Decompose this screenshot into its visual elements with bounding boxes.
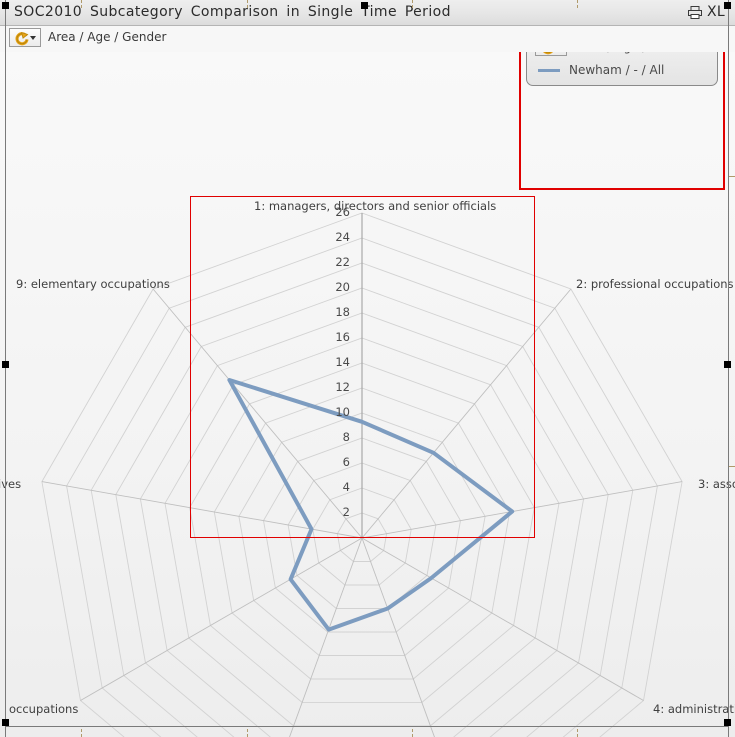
- chart-legend[interactable]: Area / Age / Gender Newham / - / All: [526, 52, 718, 86]
- radial-tick-label: 26: [335, 205, 350, 219]
- excel-export-label[interactable]: XL: [707, 4, 725, 20]
- resize-handle-bottom-left[interactable]: [2, 719, 9, 726]
- guide-dash-bottom-2: [247, 729, 248, 737]
- radar-grid-ring: [139, 312, 585, 737]
- radar-axis-spoke: [361, 288, 572, 539]
- radial-tick-label: 24: [335, 230, 350, 244]
- radar-axis-spoke: [361, 537, 644, 701]
- guide-dash-top-1: [81, 0, 82, 8]
- radar-grid-ring: [336, 512, 388, 562]
- radar-grid-ring: [189, 362, 535, 703]
- radial-tick-label: 18: [335, 305, 350, 319]
- axis-label-right: 3: asso: [698, 477, 735, 491]
- axis-label-lower-right: 4: administrativ: [653, 702, 735, 716]
- axis-label-top: 1: managers, directors and senior offici…: [254, 199, 497, 213]
- radial-tick-label: 12: [335, 380, 350, 394]
- legend-dimension-row[interactable]: Area / Age / Gender: [535, 52, 694, 56]
- refresh-dropdown-icon[interactable]: [9, 28, 41, 47]
- resize-handle-middle-left[interactable]: [2, 361, 9, 368]
- chart-canvas[interactable]: Area / Age / Gender Newham / - / All 246…: [0, 52, 735, 737]
- resize-handle-top-left[interactable]: [2, 2, 9, 9]
- radar-axis-spoke: [289, 537, 363, 737]
- radar-spokes: [41, 213, 683, 737]
- frame-left: [5, 0, 6, 737]
- radial-tick-label: 14: [335, 355, 350, 369]
- title-bar-actions: XL: [688, 4, 725, 20]
- radar-grid-ring: [164, 337, 560, 727]
- resize-handle-middle-right[interactable]: [724, 361, 731, 368]
- resize-handle-bottom-right[interactable]: [724, 719, 731, 726]
- axis-label-upper-right: 2: professional occupations: [576, 277, 734, 291]
- radar-chart[interactable]: [0, 52, 735, 737]
- radar-axis-spoke: [41, 481, 363, 539]
- legend-dimension-label: Area / Age / Gender: [576, 52, 694, 54]
- guide-dash-top-2: [247, 0, 248, 8]
- guide-dash-right-2: [729, 466, 735, 467]
- axis-label-lower-left: occupations: [9, 702, 79, 716]
- radar-grid-ring: [41, 212, 683, 737]
- radar-grid-ring: [115, 287, 609, 737]
- chart-toolbar: Area / Age / Gender: [0, 26, 735, 52]
- radar-grid-ring: [213, 387, 511, 680]
- legend-refresh-dropdown-icon[interactable]: [535, 52, 567, 56]
- radial-tick-label: 20: [335, 280, 350, 294]
- legend-series-swatch: [538, 68, 560, 72]
- radar-grid-ring: [312, 487, 412, 586]
- guide-dash-top-3: [412, 0, 413, 8]
- radar-axis-spoke: [361, 481, 683, 539]
- guide-dash-bottom-1: [81, 729, 82, 737]
- radar-axis-spoke: [80, 537, 363, 701]
- guide-dash-top-4: [577, 0, 578, 8]
- chevron-down-icon: [29, 35, 36, 40]
- radar-grid-ring: [66, 237, 658, 737]
- radial-tick-label: 16: [335, 330, 350, 344]
- radar-grid-ring: [287, 462, 437, 609]
- radar-grid-ring: [263, 437, 461, 633]
- radial-tick-label: 10: [335, 405, 350, 419]
- axis-label-upper-left: 9: elementary occupations: [16, 277, 170, 291]
- radar-grid: [41, 212, 683, 737]
- legend-selection-rect[interactable]: [519, 52, 725, 190]
- refresh-icon: [15, 31, 29, 45]
- resize-handle-top-center[interactable]: [361, 2, 368, 9]
- radar-axis-spoke: [361, 537, 435, 737]
- page-title: SOC2010 Subcategory Comparison in Single…: [14, 4, 451, 20]
- radial-tick-label: 8: [342, 430, 350, 444]
- guide-dash-bottom-4: [577, 729, 578, 737]
- printer-icon[interactable]: [688, 5, 702, 19]
- radial-tick-label: 6: [342, 455, 350, 469]
- radar-series-newham[interactable]: [227, 378, 515, 632]
- radial-tick-label: 2: [342, 505, 350, 519]
- resize-handle-top-right[interactable]: [724, 2, 731, 9]
- frame-right: [728, 0, 729, 737]
- frame-bottom: [5, 726, 729, 727]
- dimension-label: Area / Age / Gender: [48, 30, 167, 44]
- guide-dash-bottom-3: [412, 729, 413, 737]
- axis-label-left: ives: [0, 477, 22, 491]
- radial-tick-label: 22: [335, 255, 350, 269]
- legend-series-row[interactable]: Newham / - / All: [535, 63, 664, 77]
- radial-tick-label: 4: [342, 480, 350, 494]
- radar-grid-ring: [90, 262, 634, 737]
- radar-grid-ring: [238, 412, 486, 656]
- guide-dash-right-1: [729, 176, 735, 177]
- radar-axis-spoke: [152, 288, 363, 539]
- legend-series-label: Newham / - / All: [569, 63, 665, 77]
